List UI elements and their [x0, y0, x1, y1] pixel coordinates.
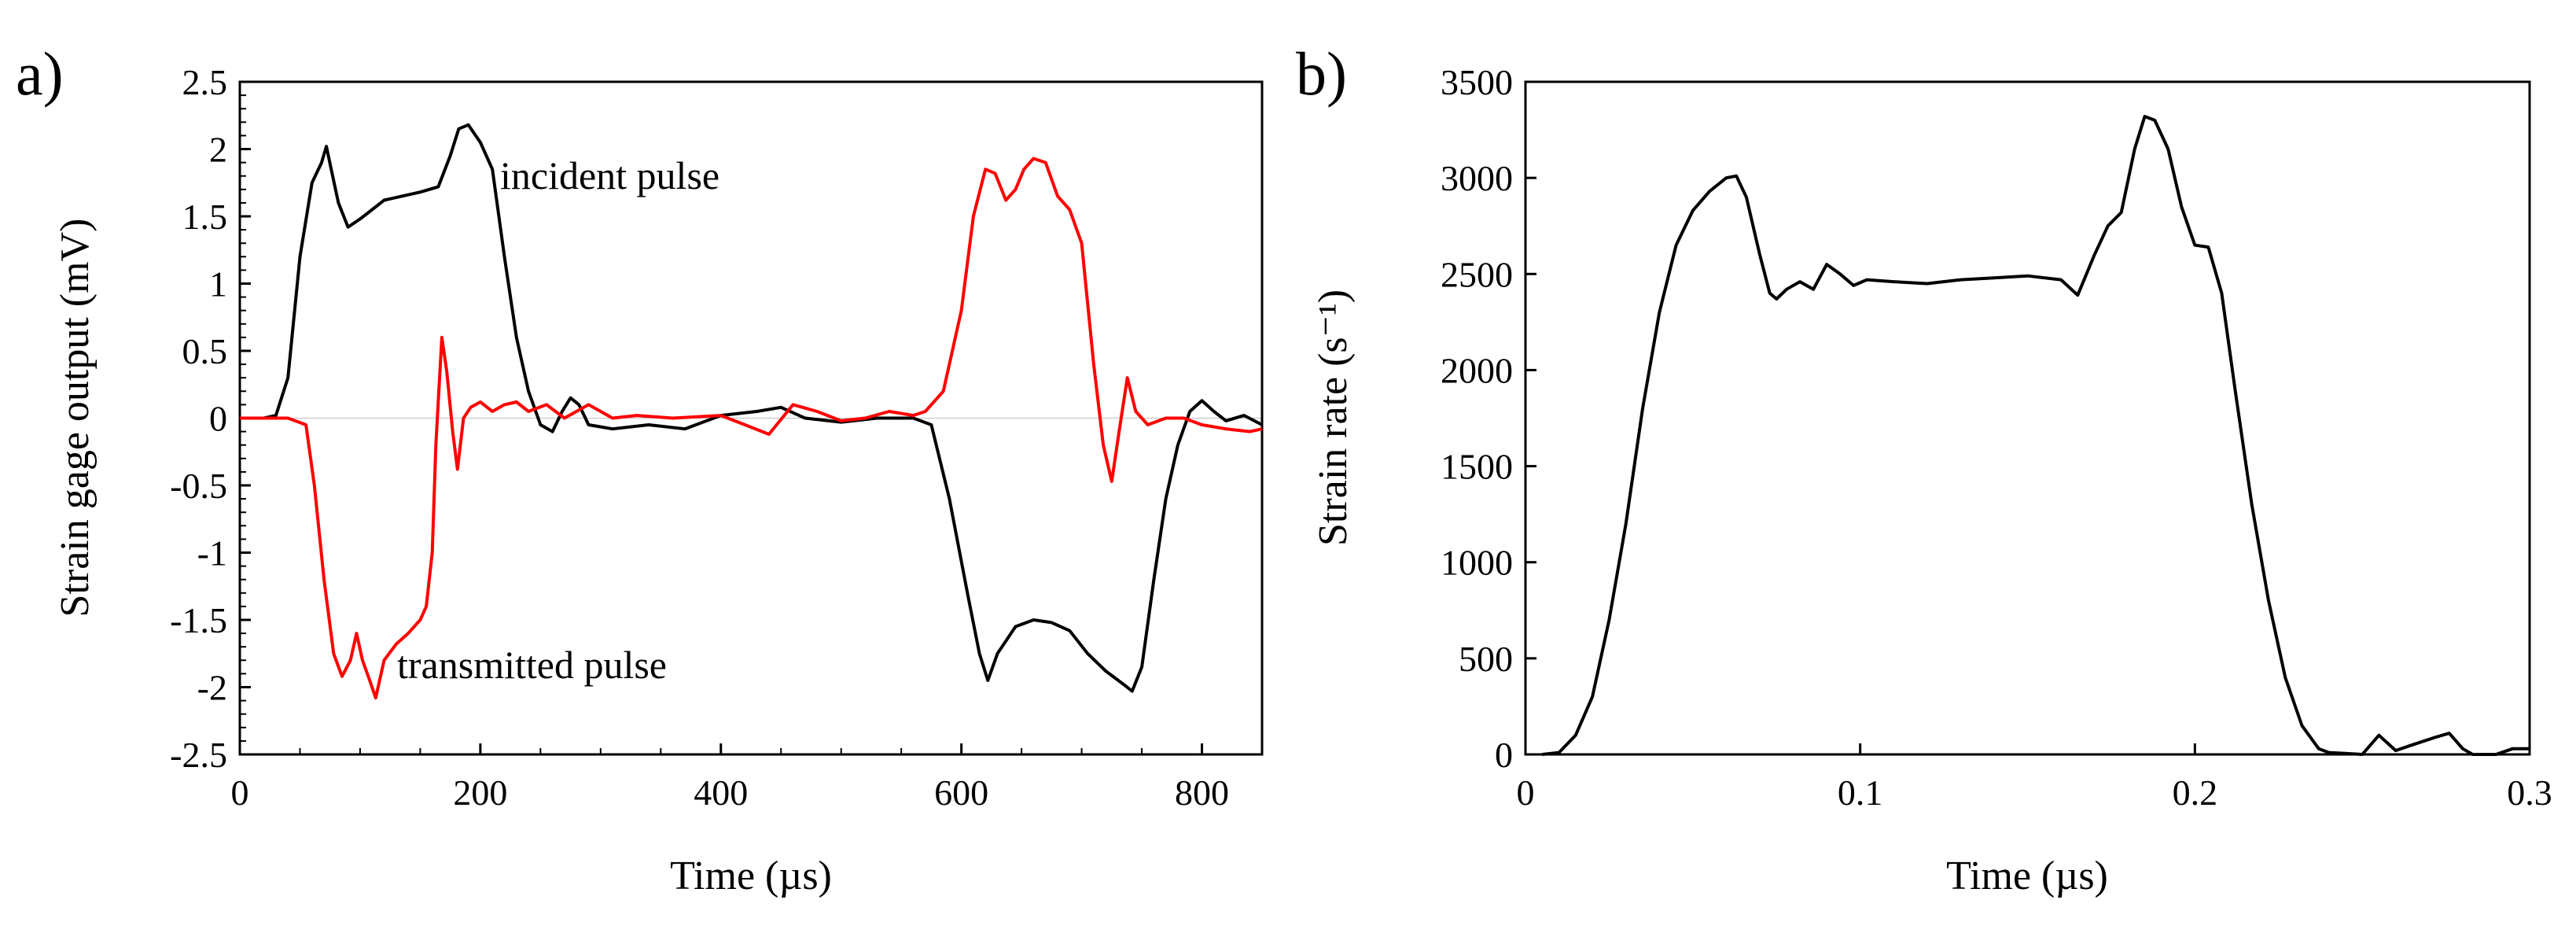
x-tick-label: 200 — [453, 773, 507, 813]
y-tick-label: 2500 — [1441, 254, 1513, 294]
x-tick-label: 400 — [694, 773, 748, 813]
x-tick-label: 800 — [1175, 773, 1229, 813]
y-tick-label: 1000 — [1441, 543, 1513, 583]
y-tick-label: -1.5 — [170, 600, 227, 640]
panel-a-label: a) — [16, 39, 64, 108]
y-tick-label: 2000 — [1441, 350, 1513, 390]
y-tick-label: 3000 — [1441, 158, 1513, 198]
y-tick-label: 0 — [1495, 735, 1513, 775]
x-tick-label: 0.1 — [1838, 773, 1883, 813]
y-tick-label: 1500 — [1441, 447, 1513, 487]
y-tick-label: 1 — [209, 264, 227, 304]
y-tick-label: -2 — [197, 668, 227, 708]
panel-b-series — [1542, 115, 2530, 756]
series-line-strain-rate — [1542, 115, 2530, 756]
y-tick-label: 2 — [209, 130, 227, 170]
annotation-incident-pulse: incident pulse — [500, 153, 719, 197]
y-tick-label: 1.5 — [182, 197, 228, 237]
panel-b-plot-frame — [1524, 80, 2531, 756]
panel-a-y-axis-title: Strain gage output (mV) — [53, 219, 98, 618]
y-tick-label: -0.5 — [170, 466, 227, 506]
x-tick-label: 0 — [231, 773, 249, 813]
panel-b-x-axis-title: Time (µs) — [1946, 854, 2108, 898]
series-line-transmitted-pulse — [240, 157, 1263, 700]
panel-b-x-axis: 0 0.1 0.2 0.3 — [1517, 743, 2552, 813]
y-tick-label: 0.5 — [182, 331, 228, 371]
y-tick-label: -1 — [197, 533, 227, 573]
x-tick-label: 0 — [1517, 773, 1535, 813]
panel-b-y-axis-title: Strain rate (s⁻¹) — [1311, 289, 1356, 546]
panel-a-series — [240, 123, 1263, 700]
x-tick-label: 0.3 — [2507, 773, 2552, 813]
panel-a: a) -2.5 -2 -1.5 -1 -0.5 0 0.5 1 1.5 2 2.5 0 200 400 6… — [16, 39, 1264, 898]
y-tick-label: 2.5 — [182, 62, 228, 102]
panel-a-x-axis-title: Time (µs) — [670, 854, 832, 898]
y-tick-label: 0 — [209, 399, 227, 439]
panel-a-x-axis: 0 200 400 600 800 — [231, 743, 1263, 813]
series-line-incident-pulse — [240, 123, 1263, 693]
panel-b-y-axis: 0 500 1000 1500 2000 2500 3000 3500 — [1441, 62, 1536, 775]
panel-a-y-axis: -2.5 -2 -1.5 -1 -0.5 0 0.5 1 1.5 2 2.5 — [170, 62, 1262, 775]
y-tick-label: -2.5 — [170, 735, 227, 775]
y-tick-label: 3500 — [1441, 62, 1513, 102]
y-tick-label: 500 — [1459, 639, 1513, 679]
x-tick-label: 0.2 — [2173, 773, 2218, 813]
panel-b-label: b) — [1296, 39, 1347, 108]
x-tick-label: 600 — [934, 773, 988, 813]
annotation-transmitted-pulse: transmitted pulse — [397, 643, 667, 687]
